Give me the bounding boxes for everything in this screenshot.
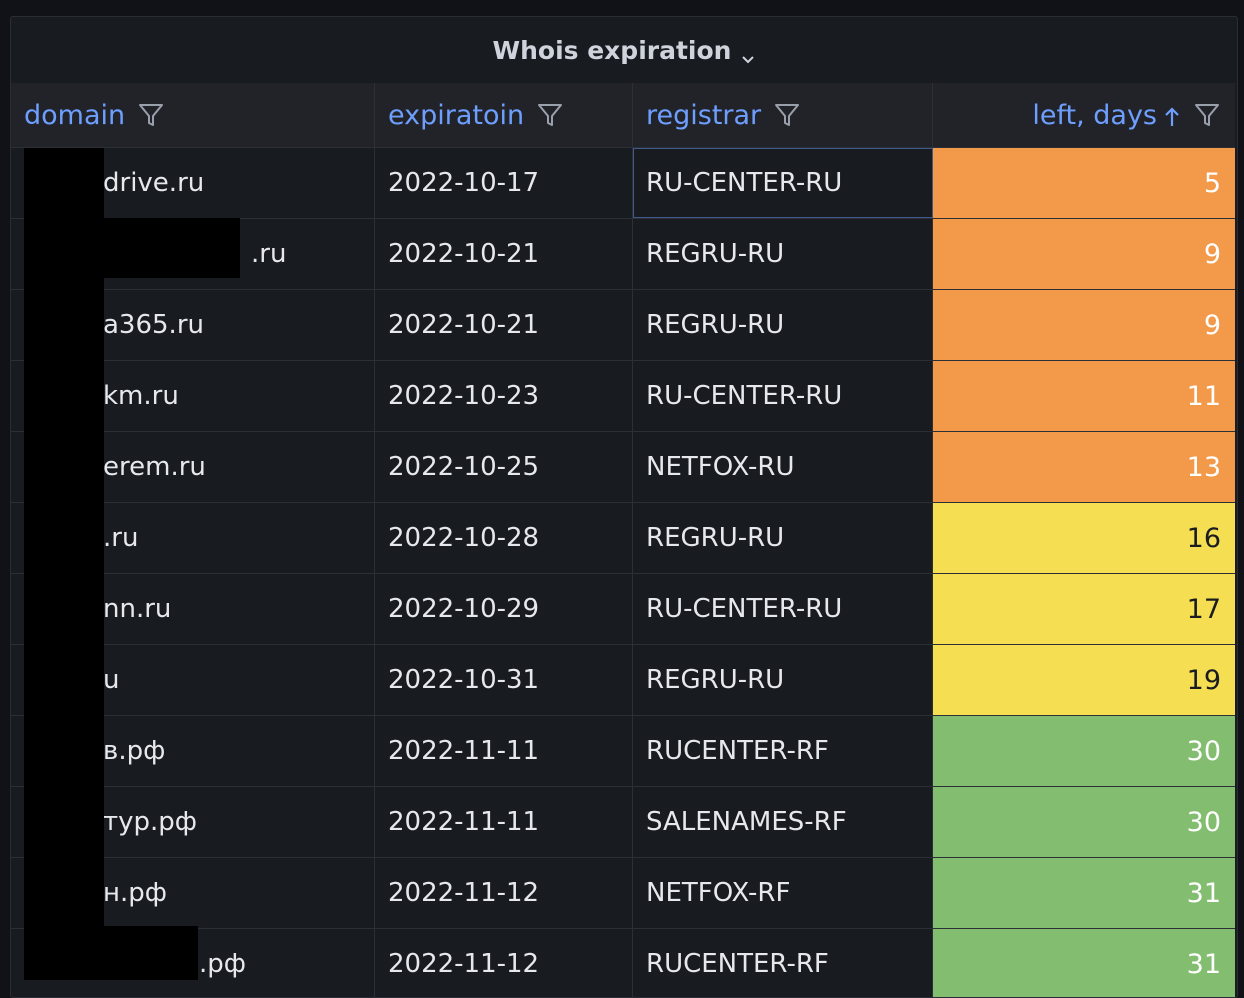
table-row[interactable]: .ru 2022-10-21 REGRU-RU 9 bbox=[11, 219, 1235, 290]
data-table: domain expiratoin registrar left, days bbox=[11, 83, 1235, 997]
sort-ascending-icon[interactable] bbox=[1163, 104, 1181, 126]
filter-icon[interactable] bbox=[137, 101, 165, 129]
table-row[interactable]: drive.ru 2022-10-17 RU-CENTER-RU 5 bbox=[11, 148, 1235, 219]
table-row[interactable]: u 2022-10-31 REGRU-RU 19 bbox=[11, 645, 1235, 716]
cell-domain[interactable]: u bbox=[11, 645, 375, 715]
table-header: domain expiratoin registrar left, days bbox=[11, 83, 1235, 148]
cell-left-days[interactable]: 13 bbox=[933, 432, 1235, 502]
cell-expiration[interactable]: 2022-10-21 bbox=[375, 290, 633, 360]
cell-expiration[interactable]: 2022-10-28 bbox=[375, 503, 633, 573]
table-row[interactable]: тур.рф 2022-11-11 SALENAMES-RF 30 bbox=[11, 787, 1235, 858]
column-header-label[interactable]: registrar bbox=[646, 99, 762, 131]
cell-domain[interactable]: drive.ru bbox=[11, 148, 375, 218]
cell-domain[interactable]: в.рф bbox=[11, 716, 375, 786]
cell-expiration[interactable]: 2022-11-12 bbox=[375, 858, 633, 928]
cell-registrar[interactable]: RU-CENTER-RU bbox=[633, 148, 933, 218]
redaction-overlay bbox=[24, 218, 240, 278]
cell-registrar[interactable]: REGRU-RU bbox=[633, 290, 933, 360]
filter-icon[interactable] bbox=[773, 101, 801, 129]
cell-domain[interactable]: тур.рф bbox=[11, 787, 375, 857]
cell-domain[interactable]: н.рф bbox=[11, 858, 375, 928]
redaction-overlay bbox=[24, 926, 198, 980]
cell-left-days[interactable]: 5 bbox=[933, 148, 1235, 218]
panel-title[interactable]: Whois expiration bbox=[492, 35, 732, 65]
table-row[interactable]: nn.ru 2022-10-29 RU-CENTER-RU 17 bbox=[11, 574, 1235, 645]
cell-left-days[interactable]: 31 bbox=[933, 929, 1235, 997]
table-row[interactable]: в.рф 2022-11-11 RUCENTER-RF 30 bbox=[11, 716, 1235, 787]
column-header-expiration[interactable]: expiratoin bbox=[375, 83, 633, 147]
cell-domain[interactable]: km.ru bbox=[11, 361, 375, 431]
cell-left-days[interactable]: 9 bbox=[933, 219, 1235, 289]
cell-expiration[interactable]: 2022-11-11 bbox=[375, 716, 633, 786]
cell-registrar[interactable]: RU-CENTER-RU bbox=[633, 361, 933, 431]
cell-left-days[interactable]: 9 bbox=[933, 290, 1235, 360]
cell-domain[interactable]: a365.ru bbox=[11, 290, 375, 360]
cell-domain[interactable]: .рф bbox=[11, 929, 375, 997]
cell-registrar[interactable]: RU-CENTER-RU bbox=[633, 574, 933, 644]
column-header-registrar[interactable]: registrar bbox=[633, 83, 933, 147]
filter-icon[interactable] bbox=[1193, 101, 1221, 129]
cell-registrar[interactable]: NETFOX-RF bbox=[633, 858, 933, 928]
cell-expiration[interactable]: 2022-10-17 bbox=[375, 148, 633, 218]
column-header-label[interactable]: domain bbox=[24, 99, 126, 131]
column-header-label[interactable]: expiratoin bbox=[388, 99, 525, 131]
cell-expiration[interactable]: 2022-11-11 bbox=[375, 787, 633, 857]
cell-registrar[interactable]: REGRU-RU bbox=[633, 219, 933, 289]
cell-left-days[interactable]: 11 bbox=[933, 361, 1235, 431]
chevron-down-icon[interactable] bbox=[741, 43, 755, 64]
cell-registrar[interactable]: REGRU-RU bbox=[633, 503, 933, 573]
cell-left-days[interactable]: 31 bbox=[933, 858, 1235, 928]
cell-left-days[interactable]: 16 bbox=[933, 503, 1235, 573]
cell-expiration[interactable]: 2022-10-23 bbox=[375, 361, 633, 431]
filter-icon[interactable] bbox=[536, 101, 564, 129]
cell-expiration[interactable]: 2022-10-31 bbox=[375, 645, 633, 715]
whois-panel: Whois expiration domain expiratoin regis… bbox=[10, 16, 1238, 998]
cell-left-days[interactable]: 30 bbox=[933, 787, 1235, 857]
cell-left-days[interactable]: 19 bbox=[933, 645, 1235, 715]
panel-header[interactable]: Whois expiration bbox=[11, 17, 1237, 83]
column-header-label[interactable]: left, days bbox=[1032, 99, 1157, 131]
cell-registrar[interactable]: NETFOX-RU bbox=[633, 432, 933, 502]
cell-domain[interactable]: .ru bbox=[11, 503, 375, 573]
table-row[interactable]: н.рф 2022-11-12 NETFOX-RF 31 bbox=[11, 858, 1235, 929]
redaction-overlay bbox=[24, 148, 104, 980]
column-header-left-days[interactable]: left, days bbox=[933, 83, 1235, 147]
cell-registrar[interactable]: RUCENTER-RF bbox=[633, 716, 933, 786]
table-row[interactable]: a365.ru 2022-10-21 REGRU-RU 9 bbox=[11, 290, 1235, 361]
cell-domain[interactable]: erem.ru bbox=[11, 432, 375, 502]
cell-registrar[interactable]: SALENAMES-RF bbox=[633, 787, 933, 857]
cell-registrar[interactable]: REGRU-RU bbox=[633, 645, 933, 715]
table-row[interactable]: erem.ru 2022-10-25 NETFOX-RU 13 bbox=[11, 432, 1235, 503]
table-row[interactable]: .ru 2022-10-28 REGRU-RU 16 bbox=[11, 503, 1235, 574]
cell-left-days[interactable]: 30 bbox=[933, 716, 1235, 786]
column-header-domain[interactable]: domain bbox=[11, 83, 375, 147]
cell-expiration[interactable]: 2022-11-12 bbox=[375, 929, 633, 997]
cell-left-days[interactable]: 17 bbox=[933, 574, 1235, 644]
cell-expiration[interactable]: 2022-10-21 bbox=[375, 219, 633, 289]
cell-expiration[interactable]: 2022-10-29 bbox=[375, 574, 633, 644]
cell-domain[interactable]: .ru bbox=[11, 219, 375, 289]
table-row[interactable]: km.ru 2022-10-23 RU-CENTER-RU 11 bbox=[11, 361, 1235, 432]
table-body: drive.ru 2022-10-17 RU-CENTER-RU 5 .ru 2022-1… bbox=[11, 148, 1235, 997]
cell-expiration[interactable]: 2022-10-25 bbox=[375, 432, 633, 502]
cell-domain[interactable]: nn.ru bbox=[11, 574, 375, 644]
cell-registrar[interactable]: RUCENTER-RF bbox=[633, 929, 933, 997]
